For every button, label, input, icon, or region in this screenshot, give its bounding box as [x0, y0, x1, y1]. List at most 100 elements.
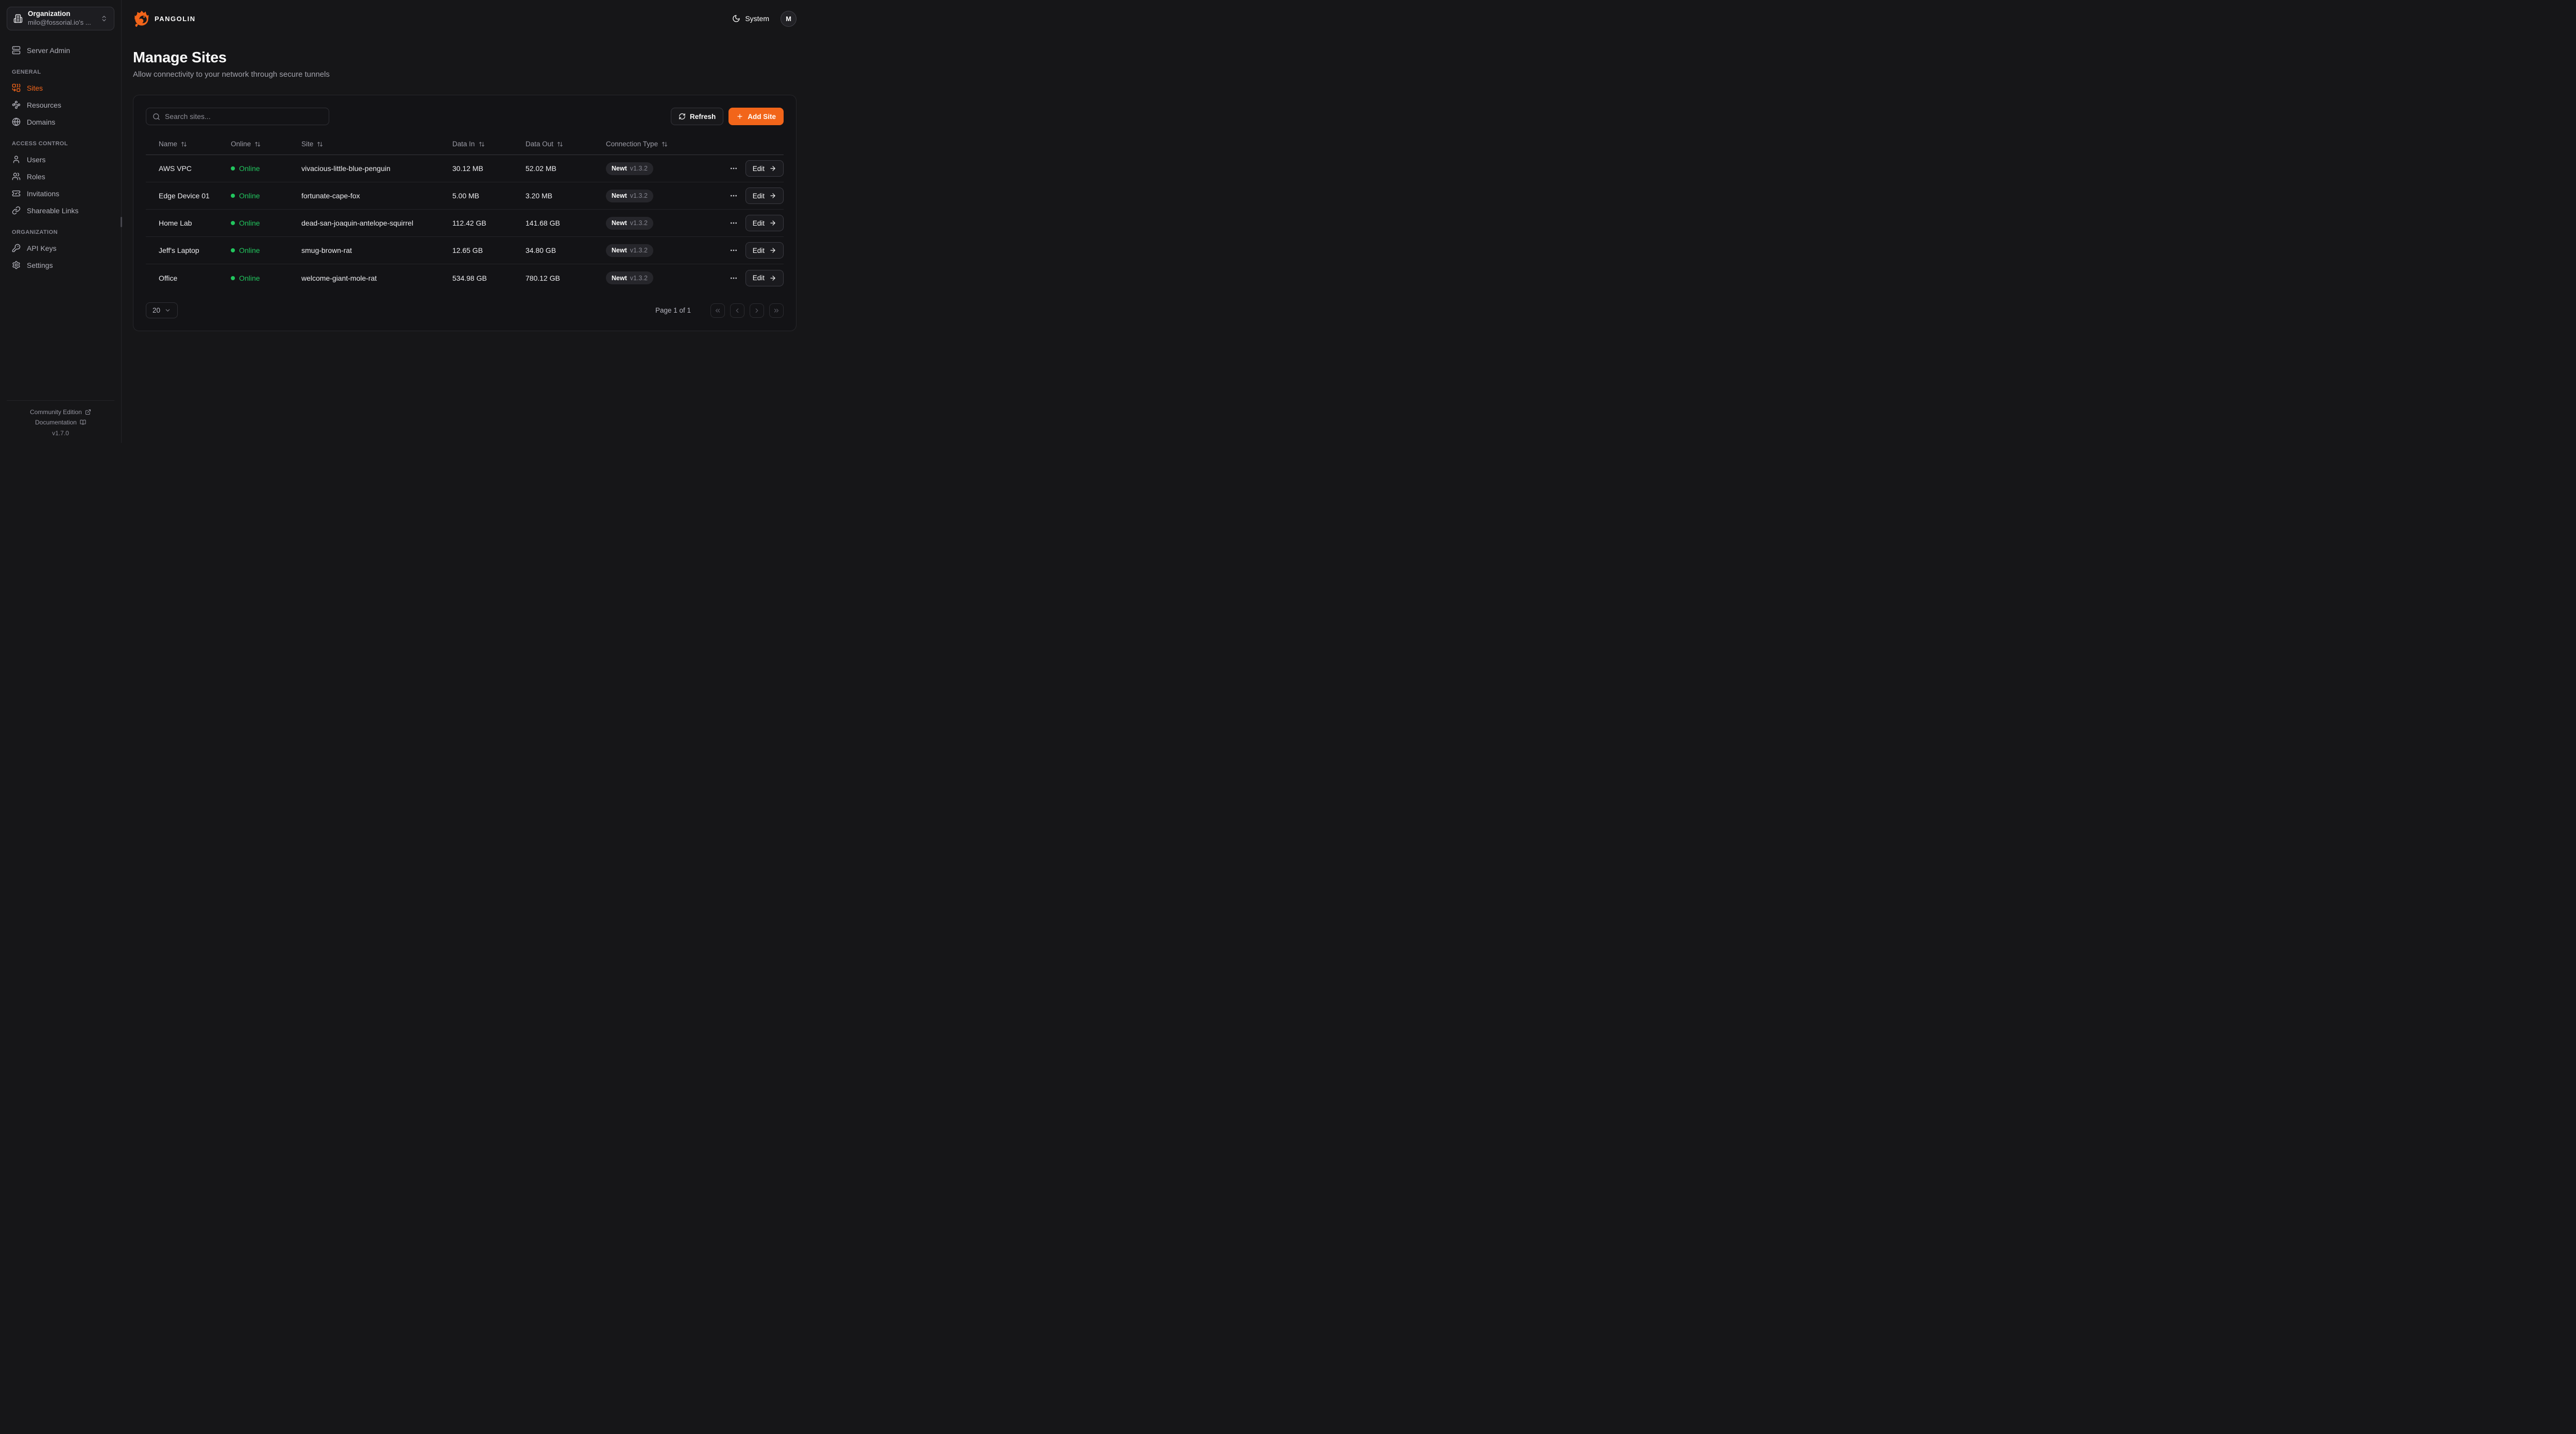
- chevron-right-icon: [755, 308, 758, 313]
- chevrons-left-icon: [715, 309, 720, 312]
- row-menu-button[interactable]: [730, 164, 738, 173]
- status-badge: Online: [231, 192, 301, 200]
- row-menu-button[interactable]: [730, 219, 738, 227]
- page-size-select[interactable]: 20: [146, 302, 178, 318]
- sidebar-item-roles[interactable]: Roles: [7, 168, 114, 185]
- previous-page-button[interactable]: [730, 303, 744, 318]
- sidebar-item-settings[interactable]: Settings: [7, 257, 114, 274]
- sidebar-item-label: Resources: [27, 100, 61, 109]
- data-in: 30.12 MB: [452, 164, 483, 173]
- page-subtitle: Allow connectivity to your network throu…: [133, 70, 330, 79]
- sidebar-resize-handle[interactable]: [121, 217, 122, 227]
- ellipsis-icon: [730, 167, 737, 169]
- user-icon: [13, 156, 20, 163]
- sites-table: Name Online Site Data In Data Out: [146, 133, 784, 292]
- refresh-icon: [679, 113, 685, 120]
- column-header-connection-type[interactable]: Connection Type: [606, 140, 699, 148]
- status-badge: Online: [231, 274, 301, 282]
- users-icon: [12, 173, 21, 180]
- chevron-left-icon: [736, 308, 739, 313]
- column-header-online[interactable]: Online: [231, 140, 301, 148]
- connection-type-badge: Newt v1.3.2: [606, 271, 653, 284]
- edit-button[interactable]: Edit: [745, 242, 784, 259]
- site-name: Jeff's Laptop: [159, 246, 199, 254]
- status-badge: Online: [231, 164, 301, 173]
- search-box: [146, 108, 329, 125]
- sidebar-nav: Server Admin GENERAL Sites Resources Dom…: [7, 42, 114, 274]
- site-name: Edge Device 01: [159, 192, 210, 200]
- data-in: 12.65 GB: [452, 246, 483, 254]
- theme-toggle[interactable]: System: [732, 14, 769, 23]
- edit-button[interactable]: Edit: [745, 269, 784, 286]
- sidebar-item-users[interactable]: Users: [7, 151, 114, 168]
- last-page-button[interactable]: [769, 303, 784, 318]
- sort-icon: [662, 142, 668, 146]
- sort-icon: [181, 142, 187, 146]
- refresh-button[interactable]: Refresh: [670, 108, 724, 125]
- sidebar-item-server-admin[interactable]: Server Admin: [7, 42, 114, 59]
- documentation-link[interactable]: Documentation: [7, 417, 114, 428]
- connection-type-badge: Newt v1.3.2: [606, 189, 653, 202]
- site-tunnel-name: welcome-giant-mole-rat: [301, 274, 377, 282]
- org-selector-value: milo@fossorial.io's ...: [28, 19, 91, 27]
- arrow-right-icon: [770, 275, 775, 281]
- row-menu-button[interactable]: [730, 192, 738, 200]
- next-page-button[interactable]: [750, 303, 764, 318]
- connection-type-badge: Newt v1.3.2: [606, 162, 653, 175]
- search-input[interactable]: [165, 112, 323, 121]
- online-dot: [231, 248, 235, 252]
- edit-button[interactable]: Edit: [745, 215, 784, 231]
- sidebar-item-shareable-links[interactable]: Shareable Links: [7, 202, 114, 219]
- table-row: Home Lab Online dead-san-joaquin-antelop…: [146, 210, 784, 237]
- org-selector[interactable]: Organization milo@fossorial.io's ...: [7, 7, 114, 30]
- data-out: 34.80 GB: [526, 246, 556, 254]
- column-header-site[interactable]: Site: [301, 140, 452, 148]
- site-name: AWS VPC: [159, 164, 192, 173]
- globe-icon: [12, 117, 21, 126]
- sidebar-item-resources[interactable]: Resources: [7, 96, 114, 113]
- site-tunnel-name: vivacious-little-blue-penguin: [301, 164, 391, 173]
- sort-icon: [479, 142, 484, 146]
- sidebar-item-api-keys[interactable]: API Keys: [7, 240, 114, 257]
- sidebar-item-sites[interactable]: Sites: [7, 79, 114, 96]
- pangolin-logo[interactable]: PANGOLIN: [133, 10, 196, 27]
- data-out: 52.02 MB: [526, 164, 556, 173]
- brand-name: PANGOLIN: [155, 14, 196, 23]
- status-badge: Online: [231, 219, 301, 227]
- ticket-check-icon: [12, 190, 21, 197]
- data-out: 141.68 GB: [526, 219, 560, 227]
- sidebar-item-label: API Keys: [27, 244, 57, 252]
- topbar: PANGOLIN System M: [133, 0, 796, 37]
- online-dot: [231, 221, 235, 225]
- user-avatar[interactable]: M: [781, 10, 796, 27]
- sort-icon: [255, 142, 261, 146]
- add-site-button[interactable]: Add Site: [728, 108, 784, 125]
- section-label-organization: ORGANIZATION: [12, 229, 58, 235]
- data-in: 534.98 GB: [452, 274, 487, 282]
- sidebar-item-label: Sites: [27, 83, 43, 92]
- sidebar-item-invitations[interactable]: Invitations: [7, 185, 114, 202]
- column-header-data-in[interactable]: Data In: [452, 140, 526, 148]
- online-dot: [231, 194, 235, 198]
- sidebar-footer: Community Edition Documentation v1.7.0: [7, 400, 114, 438]
- sites-card: Refresh Add Site Name Online: [133, 95, 796, 331]
- sidebar-item-label: Domains: [27, 117, 56, 126]
- row-menu-button[interactable]: [730, 274, 738, 282]
- edit-button[interactable]: Edit: [745, 160, 784, 177]
- app-version: v1.7.0: [52, 430, 69, 437]
- pagination-status: Page 1 of 1: [655, 306, 691, 314]
- data-out: 3.20 MB: [526, 192, 553, 200]
- edit-button[interactable]: Edit: [745, 187, 784, 204]
- sort-icon: [557, 142, 563, 146]
- page-title: Manage Sites: [133, 49, 227, 66]
- ellipsis-icon: [730, 249, 737, 251]
- column-header-data-out[interactable]: Data Out: [526, 140, 606, 148]
- sidebar-item-label: Settings: [27, 261, 53, 269]
- row-menu-button[interactable]: [730, 246, 738, 254]
- sidebar-item-domains[interactable]: Domains: [7, 113, 114, 130]
- first-page-button[interactable]: [710, 303, 725, 318]
- data-out: 780.12 GB: [526, 274, 560, 282]
- community-edition-link[interactable]: Community Edition: [7, 407, 114, 417]
- column-header-name[interactable]: Name: [159, 140, 231, 148]
- moon-icon: [733, 15, 740, 22]
